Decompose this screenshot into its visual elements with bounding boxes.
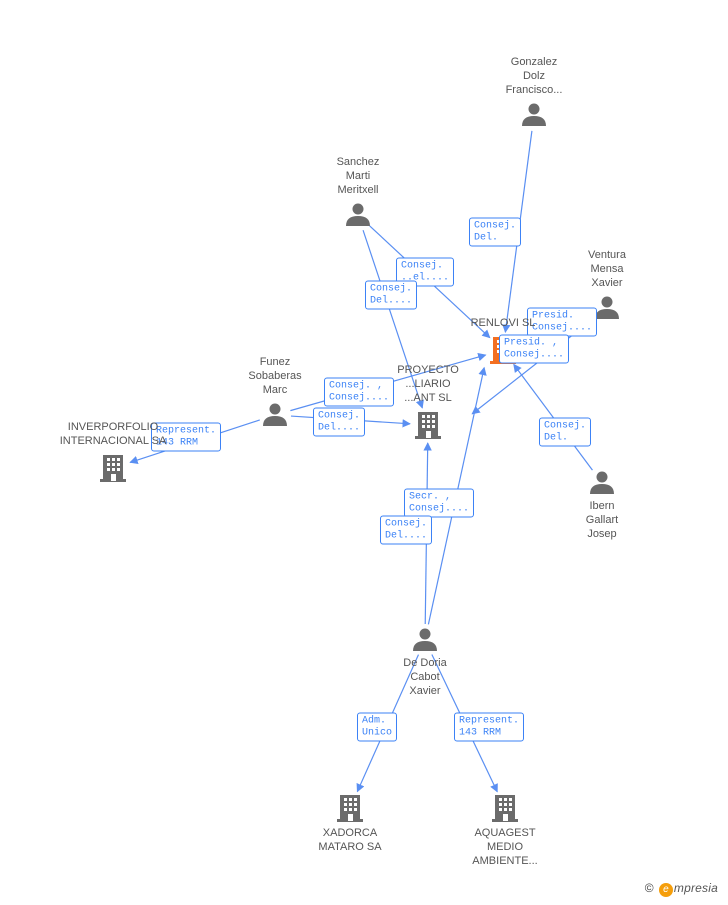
- node-label[interactable]: PROYECTO ...LIARIO ...ANT SL: [397, 364, 459, 405]
- footer-attribution: © empresia: [645, 881, 718, 897]
- person-icon[interactable]: [263, 404, 287, 427]
- building-icon[interactable]: [492, 795, 518, 822]
- brand-name: mpresia: [674, 881, 718, 895]
- building-icon[interactable]: [415, 412, 441, 439]
- node-label[interactable]: AQUAGEST MEDIO AMBIENTE...: [472, 827, 537, 868]
- node-label[interactable]: XADORCA MATARO SA: [318, 827, 381, 855]
- edge-label[interactable]: Consej. Del....: [380, 516, 432, 545]
- brand-badge-icon: e: [659, 883, 673, 897]
- edge-label[interactable]: Adm. Unico: [357, 713, 397, 742]
- node-label[interactable]: De Doria Cabot Xavier: [403, 657, 446, 698]
- edge-label[interactable]: Presid. , Consej....: [499, 335, 569, 364]
- edge-label[interactable]: Presid. Consej....: [527, 308, 597, 337]
- node-label[interactable]: Gonzalez Dolz Francisco...: [506, 56, 563, 97]
- node-label[interactable]: Ventura Mensa Xavier: [588, 249, 626, 290]
- diagram-canvas: [0, 0, 728, 905]
- building-icon[interactable]: [337, 795, 363, 822]
- edge-label[interactable]: Secr. , Consej....: [404, 489, 474, 518]
- edge-label[interactable]: Consej. Del.: [469, 218, 521, 247]
- node-label[interactable]: Ibern Gallart Josep: [586, 500, 618, 541]
- node-label[interactable]: INVERPORFOLIO INTERNACIONAL SA: [60, 421, 167, 449]
- edge-label[interactable]: Represent. 143 RRM: [454, 713, 524, 742]
- person-icon[interactable]: [413, 629, 437, 652]
- edge-label[interactable]: Consej. Del....: [313, 408, 365, 437]
- edge-label[interactable]: Consej. Del.: [539, 418, 591, 447]
- person-icon[interactable]: [590, 472, 614, 495]
- node-label[interactable]: Sanchez Marti Meritxell: [337, 156, 380, 197]
- person-icon[interactable]: [522, 104, 546, 127]
- edge-label[interactable]: Consej. , Consej....: [324, 378, 394, 407]
- person-icon[interactable]: [346, 204, 370, 227]
- building-icon[interactable]: [100, 455, 126, 482]
- person-icon[interactable]: [595, 297, 619, 320]
- node-label[interactable]: Funez Sobaberas Marc: [248, 356, 301, 397]
- copyright-symbol: ©: [645, 881, 654, 895]
- edge-label[interactable]: Consej. Del....: [365, 281, 417, 310]
- node-label[interactable]: RENLOVI SL: [471, 317, 536, 331]
